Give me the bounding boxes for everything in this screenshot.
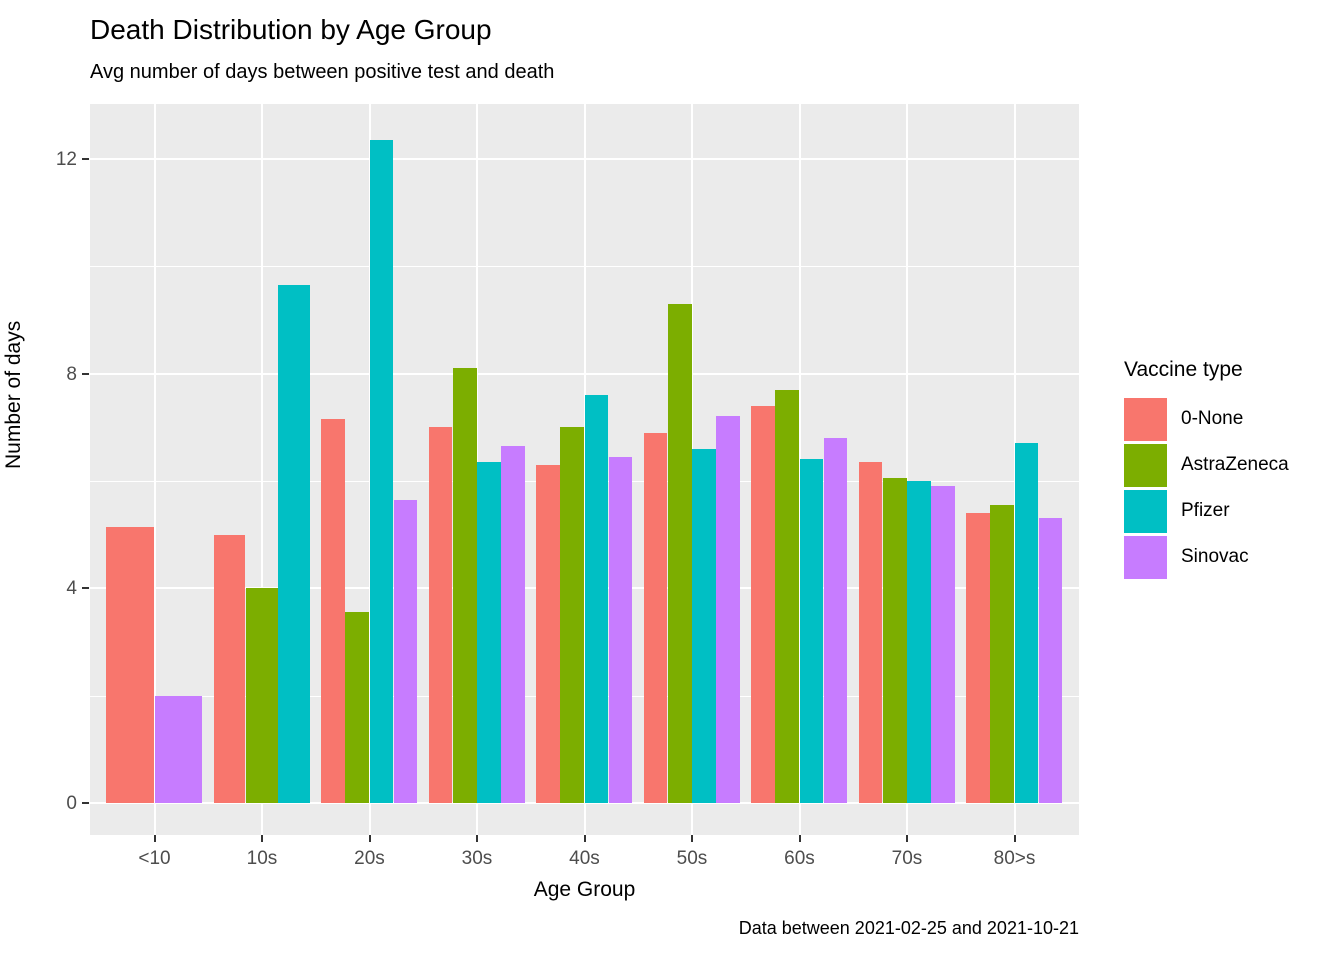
- bar-AstraZeneca-60s: [775, 389, 799, 803]
- chart-caption: Data between 2021-02-25 and 2021-10-21: [738, 918, 1079, 938]
- x-tick-label-80>s: 80>s: [993, 848, 1036, 869]
- y-tick-mark-12: [82, 157, 89, 160]
- bar-AstraZeneca-10s: [245, 588, 278, 803]
- y-tick-mark-0: [82, 802, 89, 804]
- bar-Pfizer-20s: [369, 140, 394, 803]
- legend-item-Sinovac: Sinovac: [1124, 534, 1334, 580]
- bar-Pfizer-70s: [907, 480, 931, 803]
- legend-key-0-None: [1124, 397, 1167, 441]
- bar-0-None-50s: [643, 432, 668, 803]
- legend-item-0-None: 0-None: [1124, 396, 1334, 442]
- legend-key-Pfizer: [1124, 489, 1167, 533]
- bar-Sinovac-70s: [931, 486, 955, 803]
- legend: Vaccine type 0-None AstraZeneca Pfizer Sino…: [1124, 358, 1334, 580]
- bar-Sinovac-80>s: [1038, 518, 1063, 803]
- x-tick-label-50s: 50s: [676, 848, 708, 869]
- x-tick-label-20s: 20s: [354, 848, 385, 869]
- y-tick-label-4: 4: [66, 578, 77, 600]
- legend-key-AstraZeneca: [1124, 443, 1167, 487]
- gridline-x-10s: [261, 104, 263, 835]
- x-tick-mark-10s: [261, 835, 263, 842]
- y-axis-title: Number of days: [2, 320, 25, 469]
- bar-Sinovac-30s: [501, 446, 525, 803]
- legend-label-0-None: 0-None: [1181, 408, 1244, 429]
- bar-Pfizer-40s: [584, 395, 609, 803]
- y-tick-label-12: 12: [55, 148, 77, 170]
- bar-Pfizer-60s: [799, 459, 824, 803]
- chart-title: Death Distribution by Age Group: [90, 14, 492, 45]
- bar-AstraZeneca-80>s: [990, 505, 1014, 803]
- x-tick-mark-40s: [583, 835, 586, 842]
- x-tick-label-70s: 70s: [891, 848, 923, 869]
- bar-AstraZeneca-70s: [882, 478, 907, 803]
- bar-AstraZeneca-40s: [560, 427, 584, 803]
- bar-Sinovac-40s: [608, 456, 633, 803]
- x-tick-label-40s: 40s: [569, 848, 600, 869]
- gridline-x-70s: [906, 104, 908, 835]
- bar-Pfizer-80>s: [1014, 443, 1039, 803]
- bar-0-None-70s: [858, 462, 883, 803]
- bar-Sinovac-<10: [154, 695, 203, 803]
- legend-items: 0-None AstraZeneca Pfizer Sinovac: [1124, 396, 1334, 580]
- bar-Pfizer-30s: [477, 462, 501, 803]
- gridline-x-<10: [153, 104, 156, 835]
- bar-AstraZeneca-50s: [667, 303, 692, 803]
- x-tick-mark-50s: [691, 835, 693, 842]
- bar-0-None-40s: [536, 464, 560, 803]
- x-tick-mark-70s: [906, 835, 908, 842]
- legend-label-AstraZeneca: AstraZeneca: [1181, 454, 1289, 475]
- bar-0-None-10s: [213, 534, 246, 803]
- plot-panel: [90, 104, 1079, 835]
- bar-0-None-30s: [428, 427, 453, 803]
- legend-swatch-0-None: [1124, 397, 1167, 441]
- legend-item-AstraZeneca: AstraZeneca: [1124, 442, 1334, 488]
- bar-0-None-20s: [321, 419, 345, 803]
- x-tick-mark-30s: [476, 835, 478, 842]
- x-tick-mark-<10: [153, 835, 156, 842]
- bar-Sinovac-50s: [716, 416, 740, 803]
- x-tick-label-<10: <10: [138, 848, 171, 869]
- bar-AstraZeneca-30s: [452, 368, 477, 803]
- bar-0-None-80>s: [966, 513, 990, 803]
- bar-Sinovac-60s: [823, 437, 848, 803]
- bar-Pfizer-50s: [692, 448, 716, 803]
- x-axis-title: Age Group: [533, 878, 636, 901]
- y-tick-label-0: 0: [66, 793, 77, 814]
- y-tick-mark-8: [82, 372, 89, 375]
- chart-subtitle: Avg number of days between positive test…: [90, 61, 555, 83]
- bar-0-None-60s: [751, 405, 775, 803]
- legend-item-Pfizer: Pfizer: [1124, 488, 1334, 534]
- bar-Pfizer-10s: [278, 284, 310, 803]
- x-tick-mark-80>s: [1013, 835, 1016, 842]
- bar-Sinovac-20s: [393, 499, 418, 803]
- bar-AstraZeneca-20s: [345, 612, 369, 803]
- legend-label-Sinovac: Sinovac: [1181, 546, 1249, 567]
- legend-key-Sinovac: [1124, 535, 1167, 579]
- x-tick-label-10s: 10s: [246, 848, 278, 869]
- legend-swatch-Sinovac: [1124, 535, 1167, 579]
- legend-label-Pfizer: Pfizer: [1181, 500, 1230, 521]
- y-tick-mark-4: [82, 587, 89, 590]
- x-tick-mark-20s: [368, 835, 371, 842]
- legend-swatch-AstraZeneca: [1124, 443, 1167, 487]
- x-tick-mark-60s: [798, 835, 801, 842]
- legend-swatch-Pfizer: [1124, 489, 1167, 533]
- legend-title: Vaccine type: [1124, 358, 1243, 381]
- x-tick-label-30s: 30s: [461, 848, 493, 869]
- x-tick-label-60s: 60s: [784, 848, 815, 869]
- y-tick-label-8: 8: [66, 363, 77, 385]
- bar-0-None-<10: [106, 526, 154, 803]
